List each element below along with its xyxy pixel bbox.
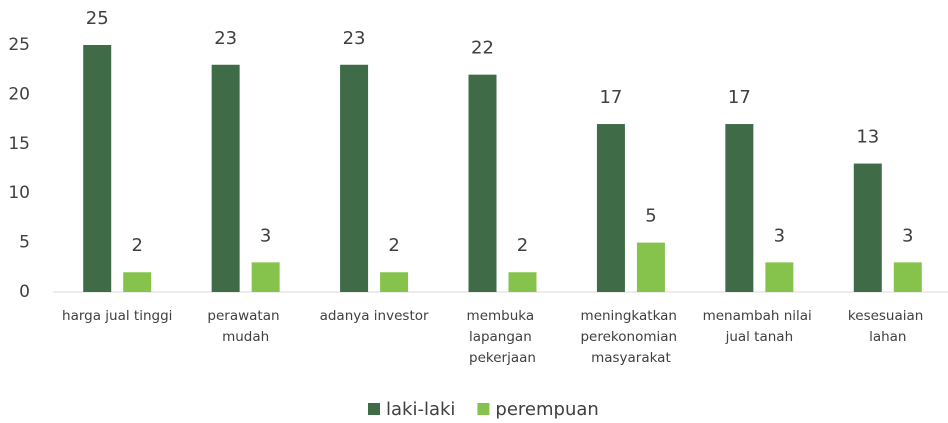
bar <box>468 74 497 292</box>
bar <box>340 64 369 292</box>
data-label: 2 <box>517 235 528 256</box>
bar <box>765 262 794 292</box>
x-tick-label: kesesuaian lahan <box>848 308 928 345</box>
x-tick-label: membuka lapangan pekerjaan <box>467 308 539 366</box>
bar <box>83 45 112 292</box>
data-label: 3 <box>260 225 271 246</box>
x-tick-label: meningkatkan perekonomian masyarakat <box>580 308 681 366</box>
bar <box>636 242 665 292</box>
bar <box>893 262 922 292</box>
data-label: 25 <box>86 8 109 29</box>
bar <box>725 124 754 292</box>
data-label: 22 <box>471 38 494 59</box>
y-tick-label: 5 <box>19 233 30 253</box>
bar <box>123 272 152 292</box>
x-tick-label: menambah nilai jual tanah <box>703 308 817 345</box>
bar <box>251 262 280 292</box>
x-tick-label: harga jual tinggi <box>62 308 172 324</box>
y-tick-label: 10 <box>8 183 30 203</box>
x-tick-label: perawatan mudah <box>207 308 283 345</box>
legend-swatch <box>477 403 490 415</box>
y-tick-label: 0 <box>19 282 30 302</box>
y-tick-label: 15 <box>8 134 30 154</box>
data-label: 3 <box>774 225 785 246</box>
data-label: 2 <box>131 235 142 256</box>
y-tick-label: 25 <box>8 35 30 55</box>
bar <box>596 124 625 292</box>
data-label: 3 <box>902 225 913 246</box>
legend-label: perempuan <box>495 399 598 420</box>
legend-swatch <box>368 403 380 415</box>
bar <box>508 272 537 292</box>
legend-label: laki-laki <box>386 399 455 420</box>
data-label: 17 <box>728 87 751 108</box>
data-label: 23 <box>214 28 237 49</box>
data-label: 5 <box>645 206 656 227</box>
bar <box>380 272 409 292</box>
y-tick-label: 20 <box>8 84 30 104</box>
data-label: 23 <box>343 28 366 49</box>
data-label: 17 <box>599 87 622 108</box>
bar <box>211 64 240 292</box>
data-label: 2 <box>388 235 399 256</box>
x-tick-label: adanya investor <box>320 308 429 324</box>
data-label: 13 <box>856 127 879 148</box>
bar <box>853 163 882 292</box>
